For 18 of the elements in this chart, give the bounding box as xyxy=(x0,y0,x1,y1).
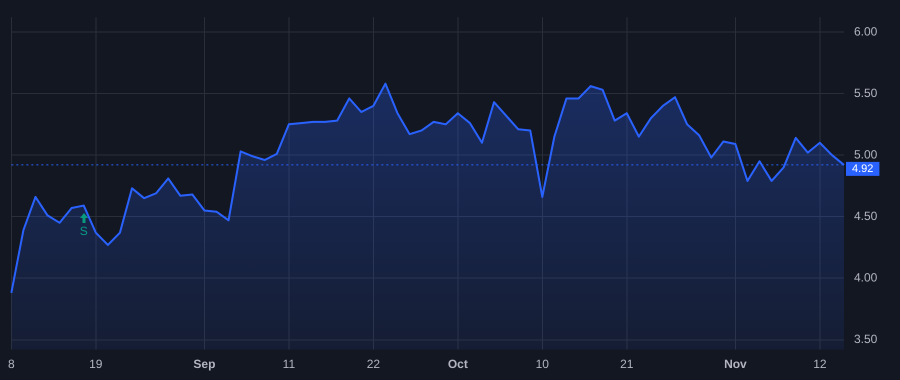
x-tick-label: Sep xyxy=(193,357,216,372)
x-tick-label: 8 xyxy=(8,357,15,372)
y-tick-label: 5.00 xyxy=(854,147,878,162)
y-tick-label: 4.00 xyxy=(854,270,878,285)
x-tick-label: 10 xyxy=(536,357,550,372)
x-tick-label: 21 xyxy=(620,357,634,372)
ref-line-label: 4.92 xyxy=(852,162,874,175)
y-tick-label: 6.00 xyxy=(854,24,878,38)
annotation: S xyxy=(80,224,88,238)
x-tick-label: Oct xyxy=(448,357,468,372)
x-tick-label: Nov xyxy=(724,357,748,372)
y-tick-label: 3.50 xyxy=(854,332,878,346)
x-tick-label: 19 xyxy=(89,357,103,372)
x-tick-label: 12 xyxy=(813,357,827,372)
x-tick-label: 22 xyxy=(366,357,380,372)
y-tick-label: 5.50 xyxy=(854,86,878,100)
x-tick-label: 11 xyxy=(282,357,296,372)
y-tick-label: 4.50 xyxy=(854,208,878,223)
